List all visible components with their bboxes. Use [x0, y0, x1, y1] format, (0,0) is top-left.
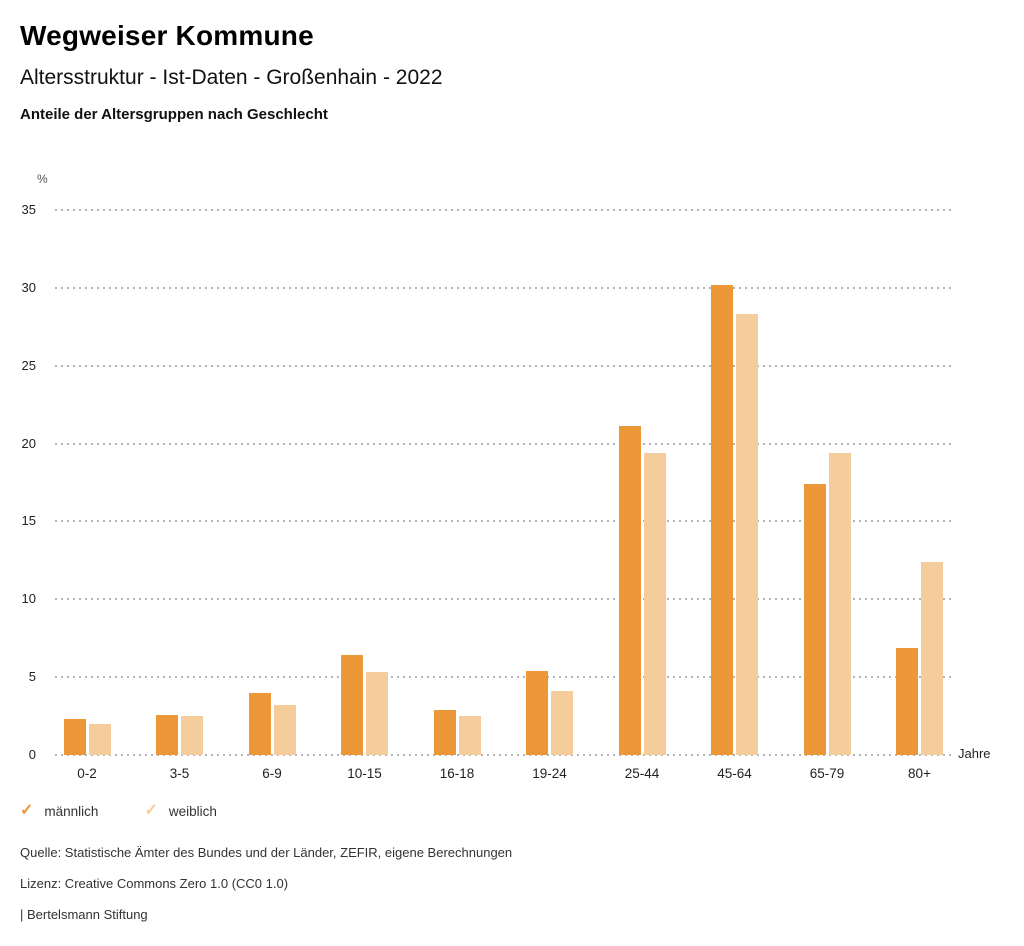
x-tick-label-0-2: 0-2 [77, 766, 97, 781]
gridline-0 [55, 754, 955, 756]
bar-männlich-65-79[interactable] [803, 484, 826, 755]
y-tick-label-25: 25 [21, 357, 36, 373]
gridline-5 [55, 676, 955, 679]
bar-männlich-6-9[interactable] [248, 692, 271, 755]
bar-group-10-15 [341, 210, 388, 755]
check-icon: ✓ [20, 802, 34, 819]
gridline-35 [55, 209, 955, 211]
bar-weiblich-16-18[interactable] [458, 716, 481, 755]
bar-weiblich-25-44[interactable] [643, 452, 666, 755]
bar-weiblich-0-2[interactable] [88, 723, 111, 755]
bar-männlich-80+[interactable] [896, 647, 918, 755]
x-tick-label-80+: 80+ [908, 766, 931, 781]
bar-group-25-44 [618, 210, 666, 755]
bar-group-3-5 [156, 210, 203, 755]
x-tick-label-19-24: 19-24 [532, 766, 567, 781]
bar-weiblich-45-64[interactable] [736, 314, 758, 755]
chart-heading: Anteile der Altersgruppen nach Geschlech… [20, 106, 328, 123]
legend-label-weiblich: weiblich [168, 803, 217, 819]
x-tick-label-10-15: 10-15 [347, 766, 382, 781]
bar-männlich-19-24[interactable] [526, 670, 548, 755]
bar-weiblich-6-9[interactable] [273, 705, 296, 755]
bar-weiblich-19-24[interactable] [551, 691, 573, 755]
gridline-10 [55, 598, 955, 601]
x-axis-unit-label: Jahre [958, 746, 991, 761]
app-title: Wegweiser Kommune [20, 20, 314, 51]
bar-männlich-10-15[interactable] [341, 655, 363, 755]
gridline-30 [55, 286, 955, 289]
legend: ✓ männlich ✓ weiblich [20, 803, 263, 819]
y-axis-unit-label: % [37, 172, 48, 186]
bar-männlich-45-64[interactable] [711, 284, 733, 755]
gridline-20 [55, 442, 955, 445]
bar-weiblich-3-5[interactable] [181, 716, 203, 755]
footer-source: Quelle: Statistische Ämter des Bundes un… [20, 845, 513, 860]
bar-weiblich-10-15[interactable] [366, 672, 388, 755]
footer-attribution: | Bertelsmann Stiftung [20, 907, 148, 922]
bar-group-6-9 [248, 210, 296, 755]
plot-area: 0-2 3-5 6-9 10-15 16-18 19-24 25-44 45-64 65-79 8… [55, 209, 955, 781]
y-tick-label-10: 10 [21, 591, 36, 607]
y-tick-label-20: 20 [21, 435, 36, 451]
y-axis: 0 5 10 15 20 25 30 35 [0, 202, 36, 762]
bar-group-65-79 [803, 210, 851, 755]
x-tick-label-25-44: 25-44 [624, 766, 660, 781]
bar-group-45-64 [711, 210, 758, 755]
bar-weiblich-65-79[interactable] [828, 452, 851, 755]
bar-männlich-25-44[interactable] [618, 426, 641, 755]
y-tick-label-5: 5 [28, 669, 36, 685]
y-tick-label-35: 35 [21, 202, 36, 217]
bar-group-16-18 [433, 210, 481, 755]
bar-männlich-0-2[interactable] [63, 719, 86, 755]
chart-subtitle: Altersstruktur - Ist-Daten - Großenhain … [20, 66, 443, 89]
bar-group-0-2 [63, 210, 111, 755]
gridline-15 [55, 520, 955, 523]
bar-group-80+ [896, 210, 943, 755]
bar-männlich-16-18[interactable] [433, 709, 456, 755]
bar-group-19-24 [526, 210, 573, 755]
x-tick-label-3-5: 3-5 [169, 766, 190, 781]
check-icon: ✓ [144, 802, 158, 819]
x-tick-label-45-64: 45-64 [717, 766, 752, 781]
y-tick-label-15: 15 [21, 513, 36, 529]
legend-item-weiblich[interactable]: ✓ weiblich [144, 803, 216, 819]
x-tick-label-16-18: 16-18 [439, 766, 475, 781]
bar-männlich-3-5[interactable] [156, 714, 178, 755]
legend-item-maennlich[interactable]: ✓ männlich [20, 803, 98, 819]
x-tick-label-6-9: 6-9 [262, 766, 282, 781]
x-tick-label-65-79: 65-79 [809, 766, 845, 781]
y-tick-label-30: 30 [21, 279, 36, 295]
y-tick-label-0: 0 [28, 747, 36, 762]
bar-weiblich-80+[interactable] [921, 561, 943, 755]
footer-license: Lizenz: Creative Commons Zero 1.0 (CC0 1… [20, 876, 289, 891]
gridline-25 [55, 364, 955, 367]
legend-label-maennlich: männlich [44, 803, 99, 819]
